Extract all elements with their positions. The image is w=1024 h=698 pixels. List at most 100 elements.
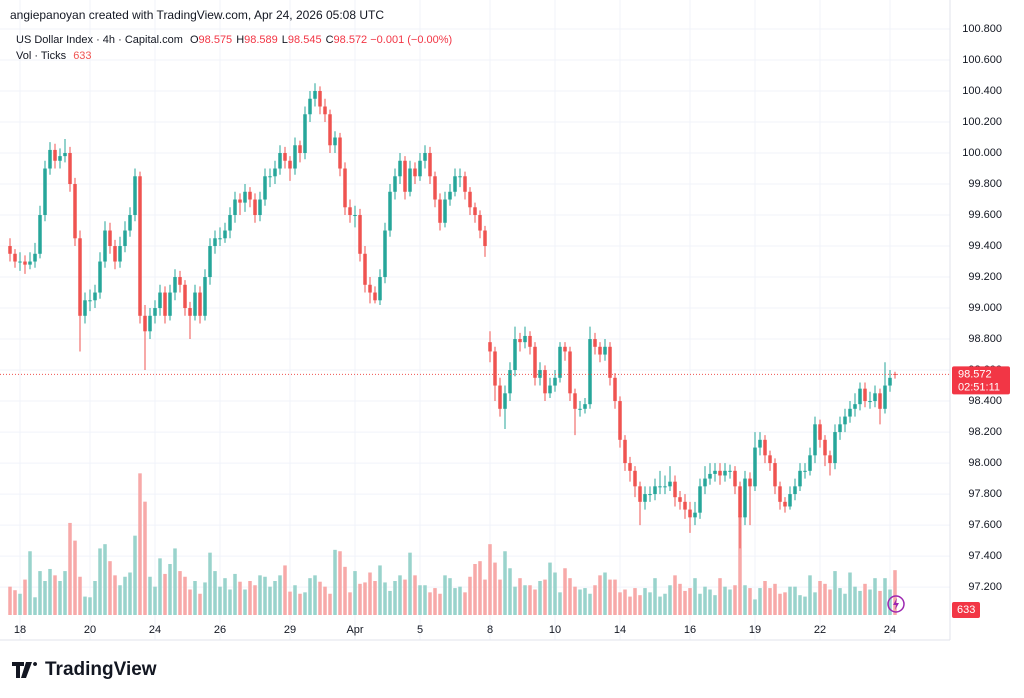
candle-body <box>328 114 332 146</box>
volume-bar <box>558 592 562 615</box>
candle-body <box>43 168 47 216</box>
volume-bar <box>598 575 602 615</box>
volume-bar <box>423 585 427 615</box>
ohlc: O98.575 H98.589 L98.545 C98.572 <box>186 34 367 46</box>
volume-bar <box>108 561 112 615</box>
volume-bar <box>123 576 127 615</box>
candle-body <box>393 176 397 192</box>
candle-body <box>223 230 227 239</box>
volume-bar <box>148 576 152 615</box>
volume-bar <box>433 588 437 615</box>
candle-body <box>368 284 372 293</box>
volume-bar <box>813 592 817 615</box>
candle-body <box>558 346 562 378</box>
candle-body <box>133 176 137 216</box>
volume-bar <box>128 572 132 615</box>
candle-body <box>673 481 677 498</box>
candle-body <box>423 153 427 161</box>
x-tick-label: 14 <box>614 624 626 636</box>
volume-bar <box>498 579 502 615</box>
volume-bar <box>778 593 782 615</box>
volume-bar <box>23 579 27 615</box>
volume-bar <box>673 575 677 615</box>
volume-bar <box>568 578 572 615</box>
candle-body <box>803 470 807 472</box>
candle-body <box>638 486 642 502</box>
candle-body <box>58 156 62 161</box>
candle-body <box>788 494 792 507</box>
volume-bar <box>478 561 482 615</box>
volume-bar <box>28 551 32 615</box>
candle-body <box>508 370 512 394</box>
candle-body <box>48 149 52 169</box>
volume-bar <box>753 599 757 615</box>
volume-bar <box>528 585 532 615</box>
volume-bar <box>578 589 582 615</box>
candle-body <box>378 277 382 301</box>
candle-body <box>403 160 407 192</box>
candle-body <box>78 238 82 316</box>
volume-bar <box>618 592 622 615</box>
volume-bar <box>428 592 432 615</box>
volume-bar <box>218 586 222 615</box>
volume-bar <box>243 589 247 615</box>
candle-body <box>383 230 387 278</box>
candle-body <box>843 416 847 425</box>
volume-bar <box>193 581 197 615</box>
candle-body <box>533 346 537 378</box>
volume-bar <box>273 581 277 615</box>
candle-body <box>308 98 312 115</box>
candle-body <box>823 439 827 456</box>
candle-body <box>543 370 547 394</box>
volume-bar <box>768 588 772 615</box>
volume-bar <box>723 586 727 615</box>
volume-bar <box>538 581 542 615</box>
candle-body <box>273 168 277 177</box>
candle-body <box>498 385 502 409</box>
candle-body <box>298 145 302 154</box>
y-tick-label: 98.400 <box>968 395 1002 407</box>
candle-body <box>188 308 192 316</box>
candle-body <box>753 447 757 487</box>
volume-bar <box>438 593 442 615</box>
volume-bar <box>628 596 632 615</box>
candle-body <box>158 292 162 309</box>
volume-bar <box>78 576 82 615</box>
volume-bar <box>473 564 477 615</box>
candle-body <box>488 342 492 352</box>
candle-body <box>303 114 307 154</box>
candle-body <box>453 176 457 192</box>
countdown: 02:51:11 <box>958 381 1000 393</box>
candle-body <box>183 284 187 309</box>
candle-body <box>468 191 472 208</box>
volume-bar <box>668 585 672 615</box>
volume-bar <box>728 589 732 615</box>
x-tick-label: 19 <box>749 624 761 636</box>
volume-bar <box>93 581 97 615</box>
candle-body <box>888 377 892 386</box>
volume-bar <box>858 590 862 615</box>
last-price-box <box>952 366 1010 395</box>
candle-body <box>418 160 422 177</box>
volume-bar <box>403 579 407 615</box>
volume-bar <box>338 551 342 615</box>
y-tick-label: 97.600 <box>968 519 1002 531</box>
candle-body <box>278 153 282 169</box>
volume-bar <box>13 590 17 615</box>
volume-bar <box>18 593 22 615</box>
candle-body <box>698 486 702 513</box>
volume-bar <box>113 575 117 615</box>
candle-body <box>323 106 327 115</box>
volume-bar <box>153 586 157 615</box>
volume-bar <box>523 585 527 615</box>
candle-body <box>663 486 667 488</box>
volume-bar <box>713 595 717 615</box>
candle-body <box>28 261 32 265</box>
candle-body <box>568 351 572 394</box>
candle-body <box>828 455 832 464</box>
candle-body <box>438 199 442 223</box>
candle-body <box>258 199 262 216</box>
volume-bar <box>208 552 212 615</box>
symbol-title: US Dollar Index · 4h · Capital.com <box>16 34 183 46</box>
